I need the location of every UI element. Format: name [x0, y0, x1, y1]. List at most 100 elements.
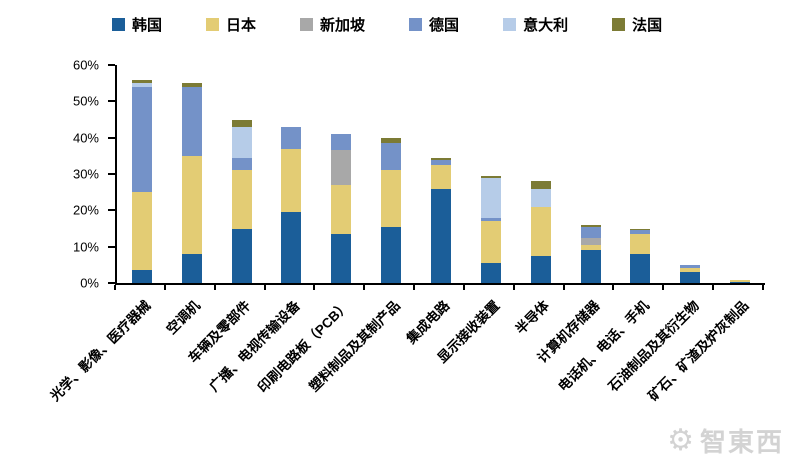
x-tick-mark: [114, 285, 116, 290]
bar-segment: [231, 119, 252, 127]
bar-12: [680, 264, 701, 283]
legend-swatch: [300, 18, 314, 31]
bar-7: [431, 157, 451, 283]
bar-segment: [231, 170, 252, 229]
bar-segment: [530, 188, 551, 207]
plot-area: [115, 65, 765, 285]
bar-segment: [331, 150, 352, 185]
bar-segment: [480, 217, 501, 222]
bar-13: [730, 280, 751, 283]
bar-segment: [281, 148, 302, 213]
bar-4: [281, 126, 302, 283]
x-tick-mark: [363, 285, 366, 290]
legend-label: 日本: [226, 17, 257, 34]
bar-segment: [231, 157, 252, 171]
x-axis-labels: 光学、影像、医疗器械 空调机 车辆及零部件 广播、电视传输设备 印刷电路板（PCB） 塑料…: [47, 291, 763, 466]
legend: 韩国 日本 新加坡 德国 意大利 法国: [112, 14, 662, 35]
bar-8: [480, 175, 501, 283]
y-tick-mark: [108, 64, 115, 66]
bar-segment: [580, 244, 601, 251]
bar-segment: [181, 253, 202, 283]
bar-segment: [730, 281, 751, 283]
legend-swatch: [503, 18, 517, 31]
legend-swatch: [409, 18, 423, 31]
bar-segment: [530, 181, 551, 189]
bar-segment: [381, 226, 402, 283]
legend-item-6: 法国: [612, 14, 662, 35]
x-axis-label: 光学、影像、医疗器械: [47, 297, 154, 404]
legend-label: 意大利: [523, 17, 569, 34]
bar-segment: [580, 226, 601, 238]
gear-icon: ⚙: [667, 423, 694, 457]
bar-segment: [131, 192, 152, 271]
bar-segment: [331, 134, 352, 151]
legend-swatch: [112, 18, 125, 31]
legend-item-3: 新加坡: [300, 14, 365, 35]
bar-segment: [530, 255, 551, 283]
y-tick-label: 20%: [72, 202, 99, 218]
bar-3: [231, 119, 252, 283]
bar-segment: [680, 264, 701, 268]
x-tick-mark: [163, 285, 166, 290]
x-tick-mark: [712, 285, 715, 290]
x-tick-mark: [612, 285, 615, 290]
bar-segment: [131, 79, 152, 84]
bar-segment: [630, 233, 651, 254]
bar-segment: [431, 159, 451, 165]
bar-6: [381, 137, 402, 283]
bar-segment: [231, 228, 252, 283]
bar-segment: [381, 137, 402, 144]
bar-segment: [580, 237, 601, 245]
x-tick-mark: [462, 285, 465, 290]
y-tick-label: 30%: [72, 166, 99, 182]
legend-label: 法国: [632, 17, 663, 34]
bar-segment: [480, 177, 501, 218]
bar-segment: [331, 184, 352, 234]
bar-9: [530, 181, 551, 283]
x-tick-mark: [662, 285, 665, 290]
legend-item-2: 日本: [206, 14, 256, 35]
bar-segment: [630, 230, 651, 234]
bar-1: [131, 79, 152, 283]
bar-segment: [630, 253, 651, 283]
bar-segment: [131, 86, 152, 193]
watermark: ⚙ 智東西: [667, 422, 784, 459]
bar-segment: [331, 233, 352, 283]
legend-swatch: [206, 18, 220, 31]
legend-item-1: 韩国: [112, 14, 162, 35]
bar-segment: [131, 270, 152, 283]
x-axis-label: 塑料制品及其制产品: [306, 297, 403, 395]
legend-item-4: 德国: [409, 14, 459, 35]
legend-item-5: 意大利: [503, 14, 568, 35]
x-tick-mark: [762, 285, 764, 290]
legend-label: 韩国: [132, 17, 163, 34]
y-tick-label: 60%: [72, 57, 99, 73]
bar-segment: [530, 206, 551, 256]
bar-segment: [381, 170, 402, 227]
bar-segment: [580, 224, 601, 227]
x-tick-mark: [263, 285, 266, 290]
bar-segment: [431, 188, 451, 283]
bar-segment: [281, 126, 302, 149]
bar-segment: [480, 263, 501, 283]
bar-segment: [431, 164, 451, 189]
x-axis-label: 空调机: [163, 297, 204, 338]
x-axis-label: 半导体: [512, 297, 553, 338]
x-tick-mark: [213, 285, 216, 290]
x-tick-mark: [512, 285, 515, 290]
y-tick-mark: [108, 245, 115, 248]
x-tick-mark: [562, 285, 565, 290]
y-axis: 0% 10% 20% 30% 40% 50% 60%: [0, 58, 115, 291]
y-tick-mark: [108, 100, 115, 103]
bar-segment: [680, 272, 701, 283]
bar-2: [181, 83, 202, 283]
bar-segment: [580, 250, 601, 283]
bar-segment: [381, 143, 402, 171]
bar-segment: [730, 280, 751, 282]
bar-segment: [480, 221, 501, 264]
bar-segment: [680, 267, 701, 273]
bar-segment: [480, 175, 501, 178]
bar-11: [630, 228, 651, 283]
bar-segment: [431, 157, 451, 160]
bar-segment: [131, 83, 152, 87]
